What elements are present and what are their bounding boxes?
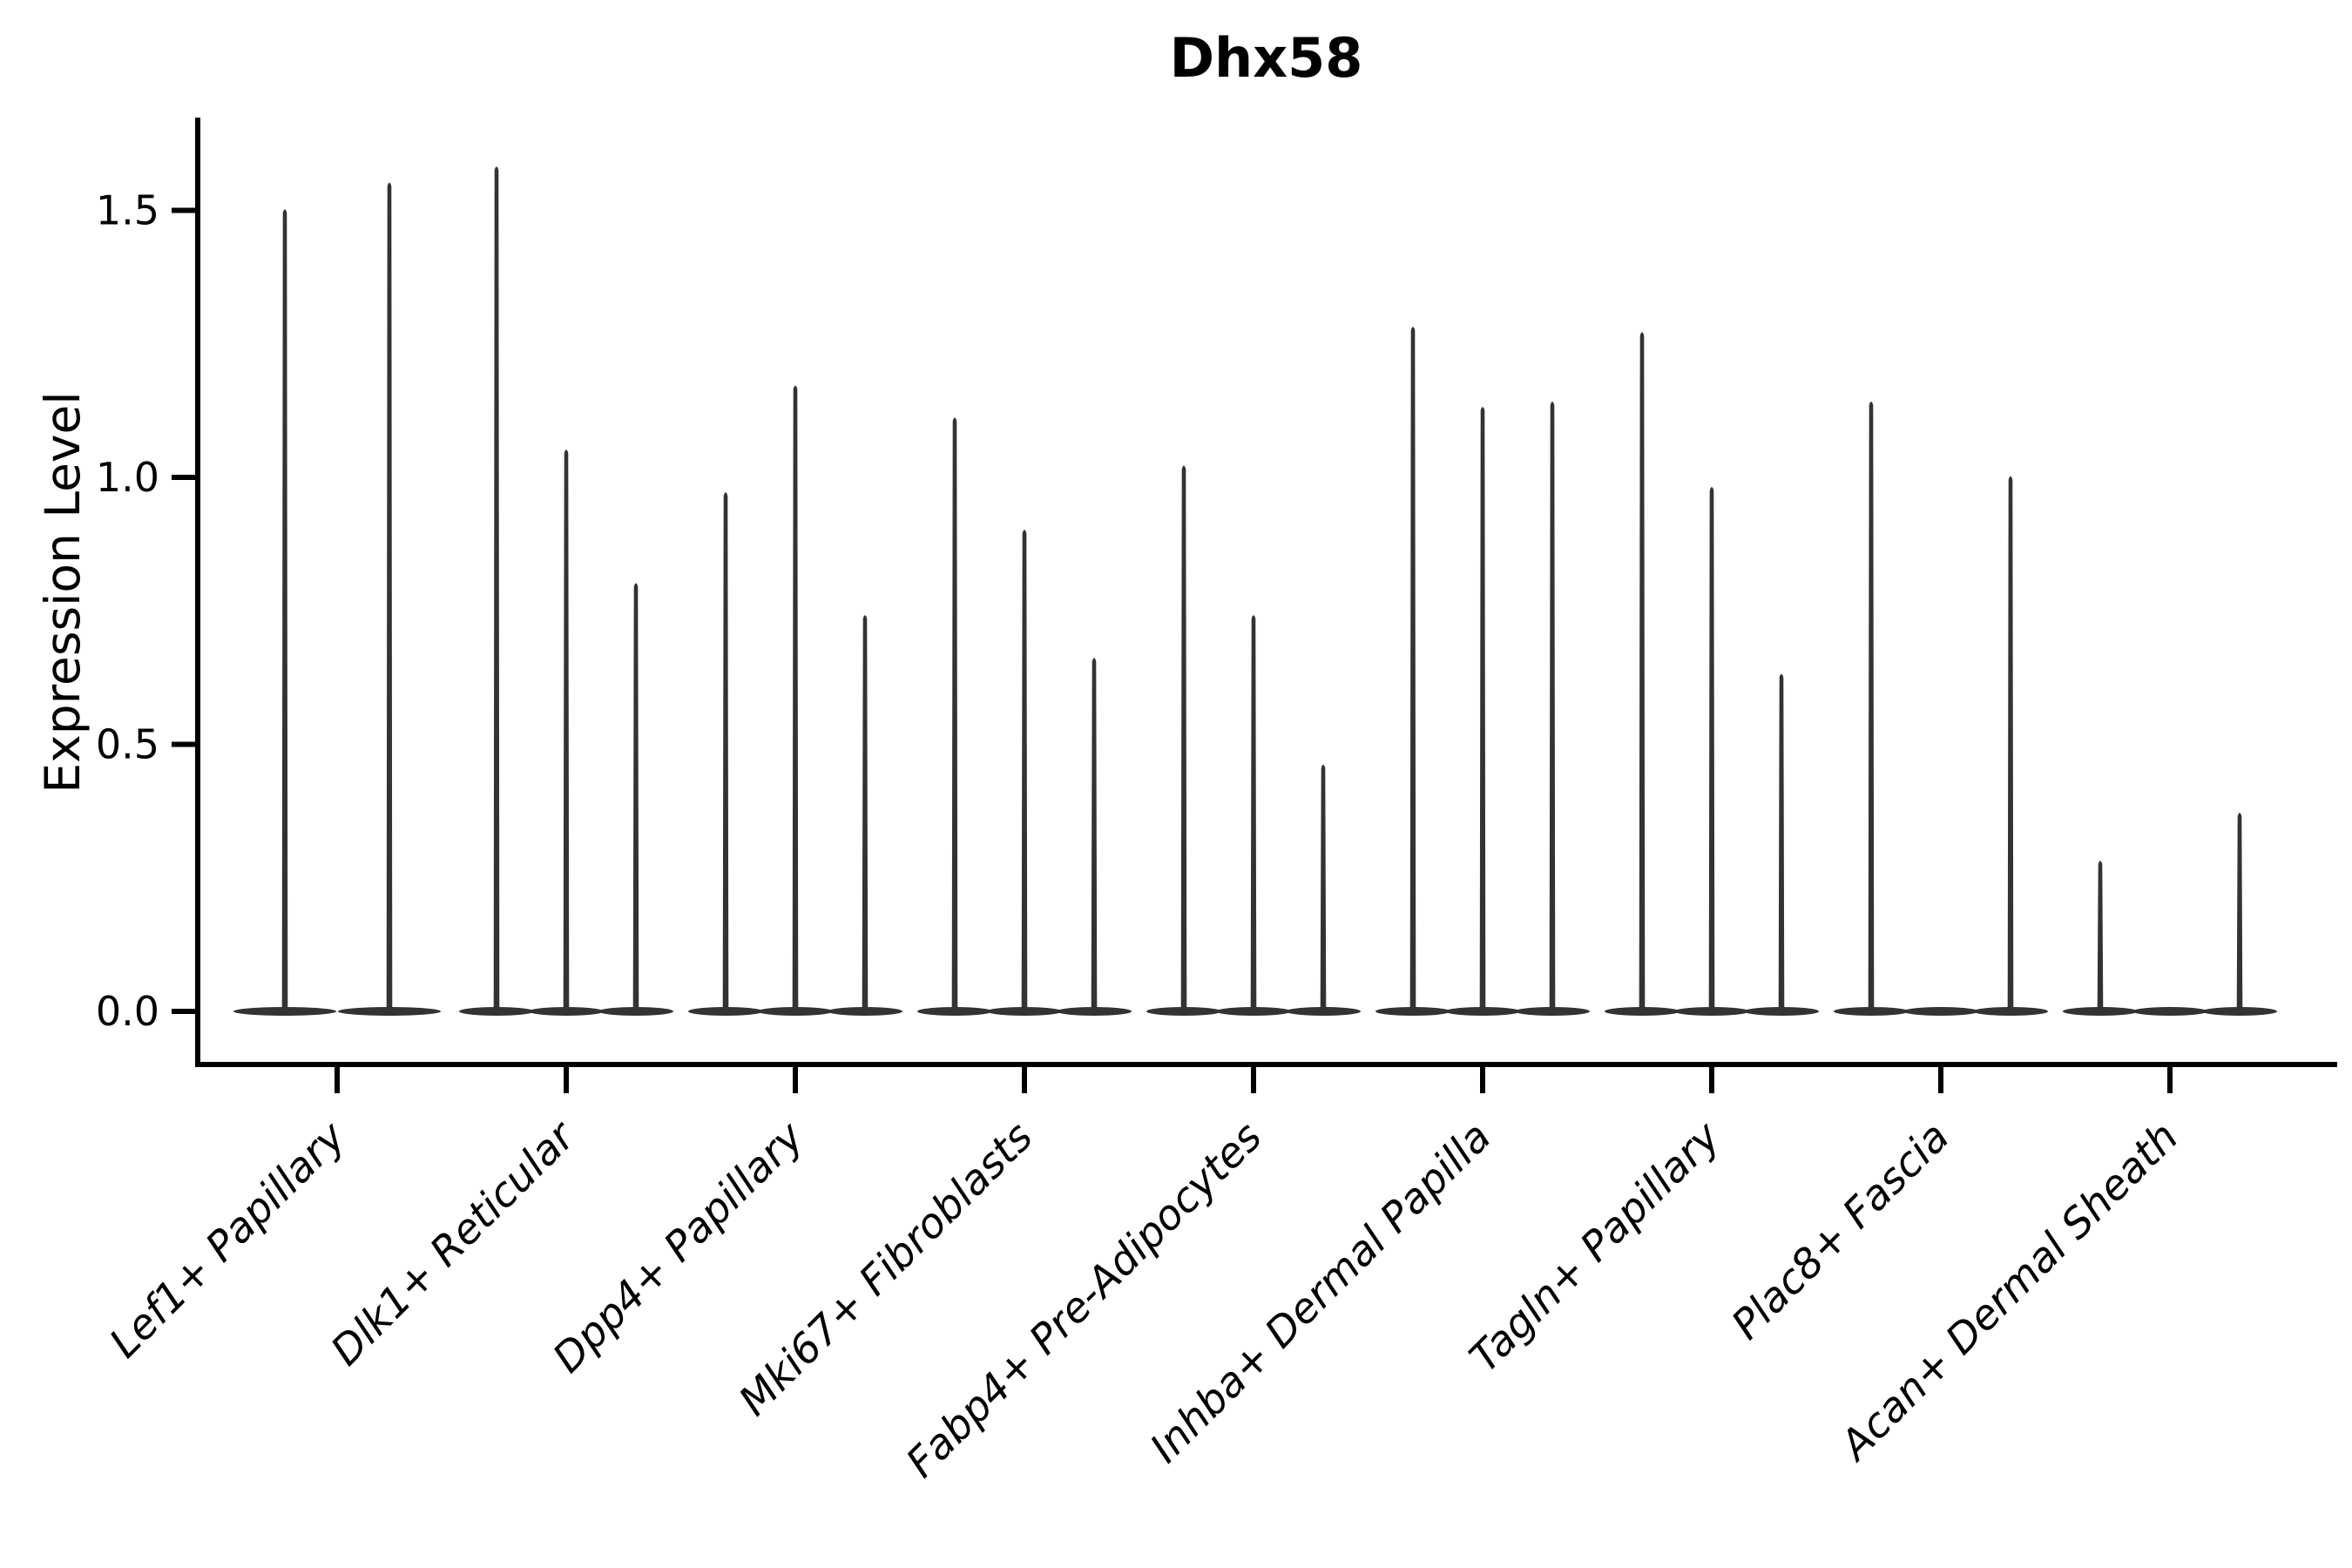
violin-base (828, 1007, 902, 1016)
y-tick-label: 0.5 (96, 721, 159, 768)
violin-base (233, 1007, 336, 1016)
x-tick-label: Plac8+ Fascia (1722, 1113, 1958, 1349)
violin-spike (1708, 487, 1715, 1010)
violin-base (2132, 1007, 2207, 1016)
violin-base (758, 1007, 833, 1016)
violin-base (1973, 1007, 2048, 1016)
violin-spike (1639, 332, 1646, 1010)
violin-base (917, 1007, 992, 1016)
violin-base (688, 1007, 763, 1016)
violin-base (1744, 1007, 1819, 1016)
violin-spike (2097, 861, 2104, 1010)
violin-base (1674, 1007, 1749, 1016)
violin-base (1445, 1007, 1520, 1016)
x-tick-label: Tagln+ Papillary (1461, 1112, 1731, 1382)
y-tick-label: 0.0 (96, 988, 159, 1035)
x-tick-label: Dpp4+ Papillary (544, 1112, 814, 1382)
violin-spike (2236, 813, 2243, 1010)
violin-spike (1778, 673, 1785, 1010)
violin-spike (1180, 465, 1187, 1010)
violin-base (598, 1007, 673, 1016)
violin-spike (2007, 476, 2014, 1010)
violin-spike (1320, 764, 1327, 1010)
violin-base (1286, 1007, 1361, 1016)
violin-spike (632, 583, 639, 1010)
violin-spike (1868, 402, 1875, 1010)
violin-base (1515, 1007, 1590, 1016)
violin-base (1605, 1007, 1680, 1016)
x-tick-label: Lef1+ Papillary (100, 1112, 355, 1368)
violin-spike (951, 417, 958, 1010)
violin-spike (1479, 407, 1486, 1010)
violin-base (2063, 1007, 2138, 1016)
violin-base (1375, 1007, 1450, 1016)
violin-base (1216, 1007, 1291, 1016)
violin-base (529, 1007, 604, 1016)
violin-spike (493, 166, 500, 1010)
chart-title: Dhx58 (1169, 26, 1363, 90)
violin-spike (1549, 402, 1556, 1010)
violin-spike (1250, 615, 1257, 1010)
violin-base (987, 1007, 1062, 1016)
violin-spike (862, 615, 868, 1010)
violin-base (1834, 1007, 1909, 1016)
violin-spike (563, 449, 570, 1010)
y-tick-label: 1.5 (96, 187, 159, 234)
x-tick-label: Dlk1+ Reticular (322, 1112, 586, 1375)
violin-base (2202, 1007, 2277, 1016)
violin-spike (281, 209, 288, 1010)
violin-spike (1021, 530, 1028, 1010)
violin-spike (1091, 658, 1098, 1010)
violin-base (338, 1007, 441, 1016)
violin-base (1057, 1007, 1132, 1016)
violin-spike (722, 492, 729, 1010)
violin-spike (1409, 327, 1416, 1010)
violin-base (1903, 1007, 1978, 1016)
violin-base (459, 1007, 534, 1016)
violin-spike (792, 385, 799, 1010)
violin-base (1146, 1007, 1221, 1016)
violin-spike (386, 182, 393, 1010)
y-tick-label: 1.0 (96, 454, 159, 501)
